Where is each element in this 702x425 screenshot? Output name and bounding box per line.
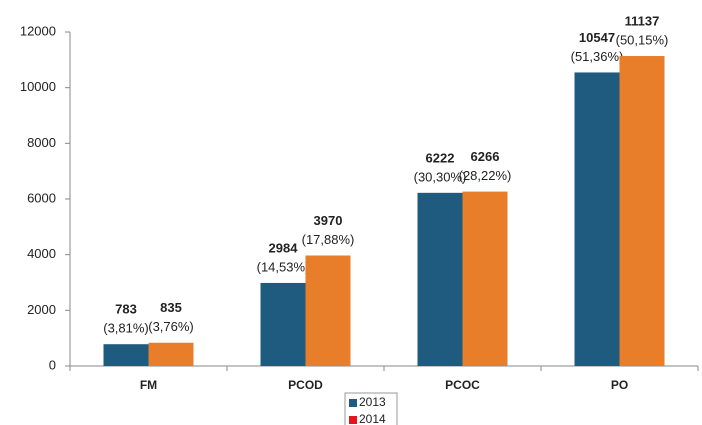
- bar: [619, 56, 665, 366]
- share-label: (3,76%): [148, 319, 194, 334]
- x-tick-label: PCOC: [445, 378, 480, 392]
- legend-label: 2014: [359, 412, 386, 425]
- bar: [574, 72, 620, 366]
- y-tick-label: 10000: [20, 79, 56, 94]
- share-label: (28,22%): [459, 168, 512, 183]
- data-label: 3970: [314, 213, 343, 228]
- share-label: (30,30%): [414, 169, 467, 184]
- share-label: (50,15%): [616, 32, 669, 47]
- data-label: 783: [115, 302, 137, 317]
- x-tick-label: PO: [611, 378, 628, 392]
- legend-marker: [349, 399, 357, 407]
- y-tick-label: 0: [49, 357, 56, 372]
- bar: [103, 344, 149, 366]
- y-tick-label: 6000: [27, 190, 56, 205]
- y-tick-label: 12000: [20, 23, 56, 38]
- x-tick-label: PCOD: [288, 378, 323, 392]
- bar: [462, 191, 508, 366]
- data-label: 10547: [579, 30, 615, 45]
- data-label: 2984: [269, 240, 299, 255]
- y-tick-label: 4000: [27, 246, 56, 261]
- share-label: (14,53%): [257, 259, 310, 274]
- y-tick-label: 2000: [27, 302, 56, 317]
- y-tick-label: 8000: [27, 135, 56, 150]
- bar: [305, 255, 351, 366]
- bar: [148, 342, 194, 366]
- share-label: (17,88%): [302, 232, 355, 247]
- data-label: 11137: [625, 13, 660, 28]
- bar: [417, 192, 463, 366]
- share-label: (3,81%): [103, 321, 149, 336]
- x-tick-label: FM: [140, 378, 157, 392]
- bar: [260, 282, 306, 366]
- data-label: 6222: [426, 150, 455, 165]
- legend-label: 2013: [359, 395, 386, 409]
- data-label: 835: [160, 300, 182, 315]
- data-label: 6266: [471, 149, 500, 164]
- share-label: (51,36%): [571, 49, 624, 64]
- legend-marker: [349, 416, 357, 424]
